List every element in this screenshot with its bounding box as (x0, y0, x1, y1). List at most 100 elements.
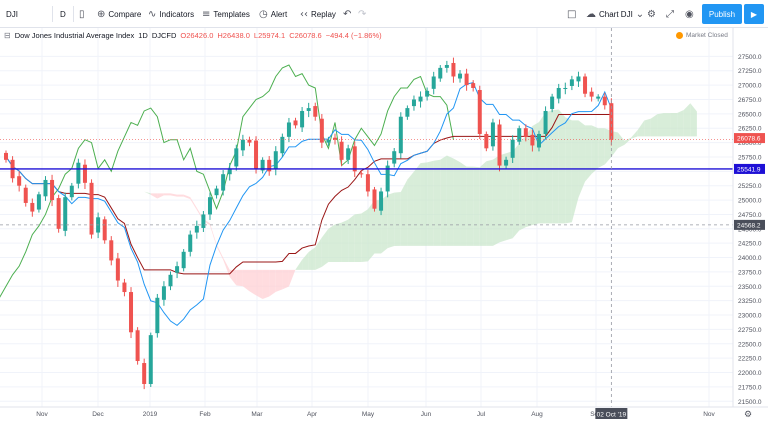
candle-body (556, 87, 561, 99)
price-tick-label: 25750.0 (738, 154, 762, 161)
horizontal-lines (0, 28, 733, 407)
price-tick-label: 27000.0 (738, 83, 762, 90)
candle-body (30, 202, 35, 212)
cloud-segment (111, 178, 118, 184)
cloud-segment (631, 130, 638, 139)
cloud-segment (650, 114, 658, 137)
templates-button[interactable]: ≡ Templates (202, 0, 250, 28)
cloud-segment (262, 269, 270, 300)
chevron-down-icon: ⌄ (635, 8, 645, 20)
candle-body (372, 189, 377, 209)
cloud-segment (190, 197, 197, 210)
cloud-segment (460, 162, 467, 246)
cloud-segment (242, 269, 250, 292)
candle-body (471, 83, 476, 88)
cloud-segment (644, 118, 651, 137)
candle-body (523, 128, 528, 137)
price-tag (734, 163, 765, 174)
indicators-button[interactable]: ∿ Indicators (148, 0, 194, 28)
legend-source: DJCFD (151, 30, 177, 40)
undo-icon: ↶ (343, 8, 352, 20)
candle-body (319, 118, 324, 143)
cloud-segment (512, 143, 520, 239)
price-tag (734, 219, 765, 230)
cloud-segment (275, 269, 283, 292)
cloud-segment (525, 126, 533, 228)
candle-body (234, 148, 239, 167)
candle-body (333, 137, 337, 140)
templates-label: Templates (213, 9, 250, 19)
collapse-legend-icon[interactable]: ⊟ (4, 30, 11, 40)
candle-body (326, 139, 331, 143)
price-tick-label: 26750.0 (738, 97, 762, 104)
price-tick-label: 22000.0 (738, 370, 762, 377)
cloud-segment (216, 244, 224, 260)
legend-high: H26438.0 (217, 30, 250, 40)
cloud-segment (413, 163, 421, 246)
undo-button[interactable]: ↶ (343, 0, 351, 28)
legend-title: Dow Jones Industrial Average Index (14, 30, 135, 40)
cloud-segment (578, 120, 586, 198)
candle-body (63, 197, 68, 231)
bar-style-button[interactable]: ▯ (79, 0, 85, 28)
settings-button[interactable]: ⚙ (647, 0, 656, 28)
candle-body (201, 214, 206, 228)
price-tick-label: 22500.0 (738, 341, 762, 348)
cloud-segment (637, 120, 645, 137)
axis-settings-gear-icon[interactable]: ⚙ (744, 410, 752, 420)
redo-button[interactable]: ↷ (358, 0, 366, 28)
compare-button[interactable]: ⊕ Compare (97, 0, 141, 28)
candles-icon: ▯ (79, 8, 85, 20)
date-tag-label: 02 Oct '19 (597, 412, 627, 419)
cloud-segment (374, 200, 382, 254)
chart-layout-menu[interactable]: ☁ Chart DJI ⌄ (586, 0, 644, 28)
cloud-segment (229, 269, 237, 286)
cloud-segment (387, 192, 395, 249)
candle-body (379, 191, 384, 211)
legend-low: L25974.1 (253, 30, 286, 40)
alert-button[interactable]: ◷ Alert (259, 0, 287, 28)
publish-button[interactable]: Publish (702, 4, 742, 24)
cloud-segment (565, 117, 572, 224)
candle-body (431, 76, 436, 89)
candle-body (536, 133, 541, 148)
candle-body (583, 76, 588, 94)
cloud-segment (282, 269, 289, 290)
candles (4, 57, 614, 390)
cloud-segment (361, 209, 368, 262)
cloud-segment (473, 166, 480, 246)
price-tick-label: 27250.0 (738, 68, 762, 75)
snapshot-button[interactable]: ◉ (685, 0, 694, 28)
candle-body (392, 151, 397, 164)
interval-button[interactable]: D (60, 0, 66, 28)
candle-body (267, 159, 272, 172)
symbol-search[interactable]: DJI (6, 0, 18, 28)
price-tick-label: 26000.0 (738, 140, 762, 147)
fullscreen-layout-button[interactable]: □ (567, 0, 576, 28)
candle-body (221, 174, 226, 191)
cloud-segment (446, 155, 454, 246)
price-tick-label: 26250.0 (738, 126, 762, 133)
candle-body (168, 274, 173, 287)
cloud-segment (236, 269, 243, 287)
candle-body (339, 141, 344, 160)
cloud-segment (466, 166, 474, 246)
candle-body (569, 79, 574, 86)
cloud-segment (308, 247, 316, 270)
cloud-segment (558, 109, 566, 224)
price-chart[interactable]: 27500.0 27250.0 27000.0 26750.0 26500.0 26250… (0, 28, 768, 421)
replay-button[interactable]: ‹‹ Replay (300, 0, 336, 28)
expand-button[interactable]: ⤢ (666, 0, 674, 28)
play-button[interactable]: ▶ (744, 4, 764, 24)
candle-body (589, 91, 594, 97)
cloud-segment (104, 171, 112, 179)
candle-body (418, 96, 423, 102)
candle-body (82, 164, 87, 183)
candle-body (300, 110, 305, 128)
candle-body (247, 139, 252, 143)
ichimoku-lines (0, 64, 612, 327)
candle-body (517, 128, 522, 142)
time-tick-label: 2019 (143, 411, 158, 418)
price-tick-label: 24250.0 (738, 241, 762, 248)
symbol-label: DJI (6, 9, 18, 19)
